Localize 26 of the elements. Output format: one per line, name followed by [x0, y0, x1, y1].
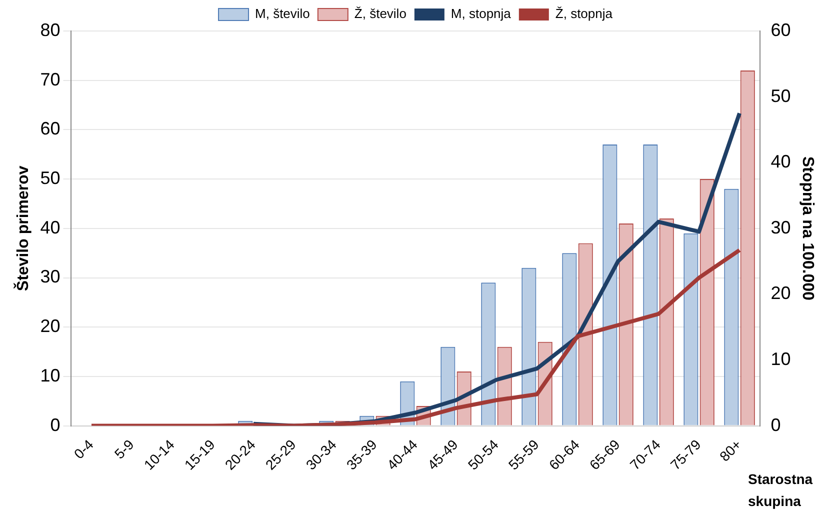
y2-tick-label: 50 [770, 86, 791, 106]
y-tick-label: 60 [40, 118, 60, 139]
x-axis-title: Starostna skupina [748, 470, 813, 511]
y-tick-label: 0 [50, 414, 60, 435]
y-tick-label: 30 [40, 266, 60, 287]
y2-tick-label: 20 [770, 283, 791, 304]
x-tick-label: 0-4 [70, 436, 96, 462]
legend-label: Ž, stopnja [555, 6, 614, 22]
y-tick-label: 40 [40, 217, 60, 238]
x-tick-label: 5-9 [111, 436, 137, 462]
y-tick-label: 50 [40, 168, 60, 188]
legend-label: Ž, število [354, 6, 406, 22]
y-tick-label: 20 [40, 316, 60, 336]
y-tick-label: 10 [40, 365, 60, 386]
y-axis-title: Število primerov [13, 166, 32, 292]
y2-axis-title: Stopnja na 100.000 [798, 156, 816, 301]
legend-label: M, število [255, 6, 310, 22]
y-tick-label: 70 [40, 69, 60, 90]
y2-tick-label: 10 [770, 348, 791, 369]
y2-tick-label: 60 [770, 20, 791, 40]
y-tick-label: 80 [40, 20, 60, 40]
y2-tick-label: 40 [770, 152, 791, 172]
legend-label: M, stopnja [450, 6, 512, 22]
x-tick-label: 80+ [716, 436, 744, 464]
y2-tick-label: 0 [770, 414, 781, 435]
y2-tick-label: 30 [770, 217, 791, 238]
